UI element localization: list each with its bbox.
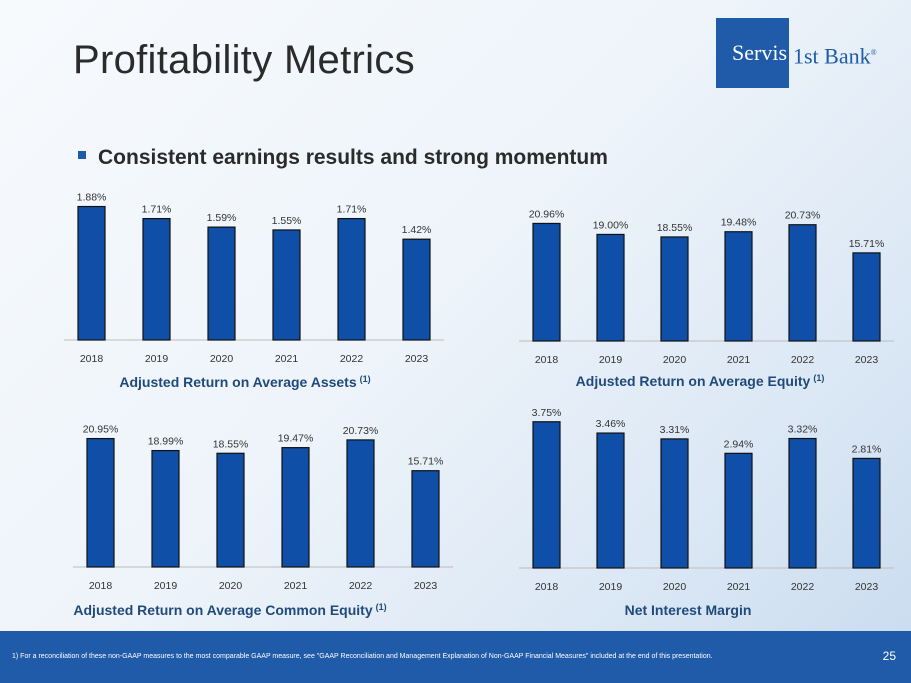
- chart-title-note: (1): [376, 602, 387, 612]
- bar-2023: [852, 457, 881, 569]
- bullet-square-icon: [78, 151, 86, 160]
- bar-2021: [724, 452, 753, 569]
- tick-label-2019: 2019: [145, 353, 169, 365]
- logo-registered-mark: ®: [870, 48, 877, 57]
- page-title: Profitability Metrics: [73, 38, 415, 82]
- tick-label-2018: 2018: [89, 580, 113, 592]
- bar-2018: [86, 437, 115, 568]
- data-label-2022: 20.73%: [343, 425, 379, 437]
- tick-label-2023: 2023: [405, 353, 429, 365]
- chart-title-note: (1): [360, 374, 371, 384]
- bar-2023: [852, 252, 881, 342]
- chart-title: Net Interest Margin: [625, 602, 752, 618]
- data-label-2023: 15.71%: [849, 238, 885, 250]
- chart-title: Adjusted Return on Average Common Equity…: [73, 602, 386, 618]
- key-bullet: Consistent earnings results and strong m…: [78, 146, 608, 170]
- data-label-2020: 18.55%: [657, 222, 693, 234]
- data-label-2022: 3.32%: [788, 424, 818, 436]
- data-label-2018: 3.75%: [532, 407, 562, 419]
- data-label-2020: 3.31%: [660, 424, 690, 436]
- bar-2018: [532, 421, 561, 569]
- data-label-2018: 1.88%: [77, 192, 107, 204]
- bar-2023: [411, 470, 440, 568]
- tick-label-2022: 2022: [791, 354, 815, 366]
- chart-net-interest-margin: 3.75% 2018 3.46% 2019 3.31% 2020 2.94% 2021 3.32…: [519, 407, 894, 618]
- data-label-2019: 19.00%: [593, 219, 629, 231]
- data-label-2018: 20.95%: [83, 424, 119, 436]
- bar-2020: [660, 236, 689, 342]
- logo-text: 1st Bank®: [793, 18, 877, 88]
- bar-2019: [151, 449, 180, 568]
- data-label-2023: 15.71%: [408, 456, 444, 468]
- bar-2021: [281, 447, 310, 568]
- data-label-2021: 2.94%: [724, 438, 754, 450]
- chart-return-on-assets: 1.88% 2018 1.71% 2019 1.59% 2020 1.55% 2021 1.71…: [64, 192, 444, 390]
- tick-label-2020: 2020: [663, 354, 687, 366]
- tick-label-2019: 2019: [599, 581, 623, 593]
- bar-2019: [142, 217, 171, 341]
- tick-label-2021: 2021: [275, 353, 299, 365]
- tick-label-2018: 2018: [80, 353, 104, 365]
- chart-return-on-common-equity: 20.95% 2018 18.99% 2019 18.55% 2020 19.47% 2021…: [73, 424, 453, 618]
- bar-2021: [724, 231, 753, 342]
- chart-title: Adjusted Return on Average Equity (1): [576, 373, 825, 389]
- tick-label-2022: 2022: [791, 581, 815, 593]
- chart-return-on-equity: 20.96% 2018 19.00% 2019 18.55% 2020 19.48% 2021…: [519, 208, 894, 389]
- bar-2021: [272, 229, 301, 341]
- chart-title-note: (1): [813, 373, 824, 383]
- tick-label-2018: 2018: [535, 354, 559, 366]
- bar-2020: [660, 438, 689, 569]
- bar-2023: [402, 238, 431, 341]
- bullet-text: Consistent earnings results and strong m…: [98, 146, 608, 169]
- data-label-2021: 19.48%: [721, 217, 757, 229]
- tick-label-2021: 2021: [284, 580, 308, 592]
- chart-title: Adjusted Return on Average Assets (1): [119, 374, 370, 390]
- bar-2022: [337, 217, 366, 341]
- tick-label-2023: 2023: [855, 354, 879, 366]
- bar-2018: [77, 205, 106, 341]
- data-label-2022: 1.71%: [337, 204, 367, 216]
- tick-label-2021: 2021: [727, 354, 751, 366]
- bar-2022: [346, 439, 375, 568]
- footer-bar: 1) For a reconciliation of these non-GAA…: [0, 631, 911, 683]
- tick-label-2023: 2023: [414, 580, 438, 592]
- data-label-2023: 1.42%: [402, 224, 432, 236]
- logo-box-text: Servis: [716, 18, 789, 88]
- tick-label-2023: 2023: [855, 581, 879, 593]
- bank-logo: Servis 1st Bank®: [716, 18, 896, 88]
- tick-label-2020: 2020: [210, 353, 234, 365]
- data-label-2020: 1.59%: [207, 212, 237, 224]
- tick-label-2020: 2020: [663, 581, 687, 593]
- data-label-2019: 3.46%: [596, 418, 626, 430]
- tick-label-2019: 2019: [154, 580, 178, 592]
- bar-2020: [207, 226, 236, 341]
- data-label-2018: 20.96%: [529, 208, 565, 220]
- bar-2022: [788, 437, 817, 569]
- bar-2020: [216, 452, 245, 568]
- tick-label-2020: 2020: [219, 580, 243, 592]
- data-label-2020: 18.55%: [213, 438, 249, 450]
- footnote: 1) For a reconciliation of these non-GAA…: [12, 653, 713, 660]
- tick-label-2022: 2022: [349, 580, 373, 592]
- tick-label-2021: 2021: [727, 581, 751, 593]
- data-label-2023: 2.81%: [852, 443, 882, 455]
- tick-label-2018: 2018: [535, 581, 559, 593]
- tick-label-2022: 2022: [340, 353, 364, 365]
- data-label-2021: 1.55%: [272, 215, 302, 227]
- data-label-2021: 19.47%: [278, 433, 314, 445]
- bar-2018: [532, 222, 561, 342]
- bar-2022: [788, 224, 817, 342]
- data-label-2019: 1.71%: [142, 204, 172, 216]
- page-number: 25: [882, 649, 896, 663]
- bar-2019: [596, 432, 625, 569]
- tick-label-2019: 2019: [599, 354, 623, 366]
- logo-rest-text: 1st Bank: [793, 43, 871, 69]
- data-label-2022: 20.73%: [785, 210, 821, 222]
- bar-2019: [596, 233, 625, 342]
- data-label-2019: 18.99%: [148, 436, 184, 448]
